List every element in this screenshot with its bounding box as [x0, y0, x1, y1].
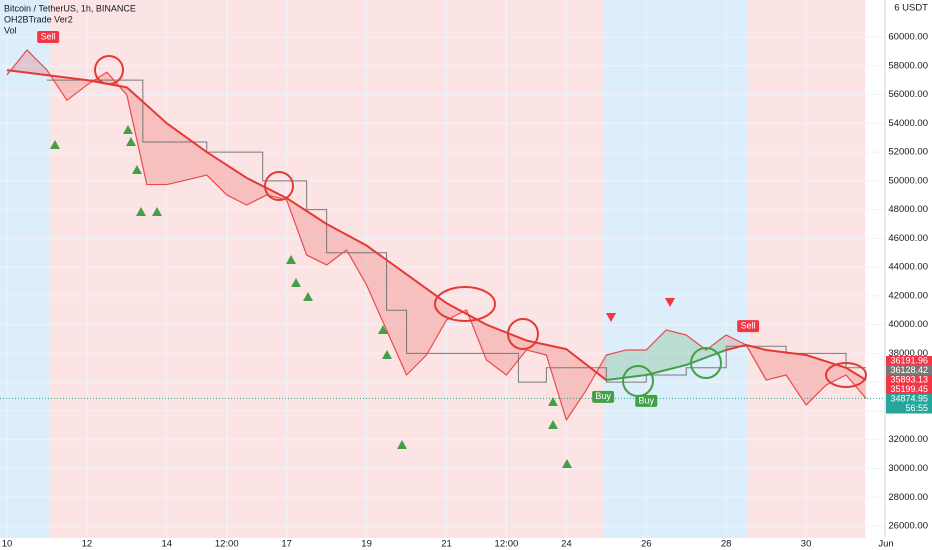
x-tick-label: 21: [441, 539, 452, 550]
y-tick-label: 38000.00: [888, 348, 928, 359]
signal-label: Buy: [639, 395, 655, 405]
signals: Sell Sell Buy Buy: [37, 31, 760, 407]
price-tag-label: 35199.45: [890, 384, 928, 394]
circle: [825, 362, 867, 388]
ma-line: [6, 69, 607, 381]
signal-box: [635, 394, 658, 407]
price-tag: [886, 375, 932, 385]
x-tick-label: 10: [2, 539, 13, 550]
sell-triangles: [606, 298, 675, 322]
region: [50, 0, 604, 538]
legend-indicator: OH2BTrade Ver2: [4, 14, 73, 24]
area-fill: [726, 335, 867, 406]
x-tick-label: Jun: [878, 539, 893, 550]
time-axis: [0, 538, 885, 550]
region: [748, 0, 866, 538]
y-tick-label: 50000.00: [888, 175, 928, 186]
backgrounds: [0, 0, 887, 538]
circle: [690, 347, 722, 379]
price-tag: [886, 356, 932, 366]
x-tick-label: 12: [82, 539, 93, 550]
circle: [264, 171, 294, 201]
x-tick-label: 12:00: [215, 539, 239, 550]
y-tick-label: 54000.00: [888, 118, 928, 129]
x-tick-label: 19: [361, 539, 372, 550]
y-tick-label: 60000.00: [888, 32, 928, 43]
y-tick-label: 56000.00: [888, 89, 928, 100]
y-tick-label: 26000.00: [888, 521, 928, 532]
price-tag: [886, 394, 932, 404]
ma-line: [725, 343, 867, 381]
countdown: 56:55: [905, 403, 928, 413]
legend-symbol: Bitcoin / TetherUS, 1h, BINANCE: [4, 3, 136, 13]
region: [0, 0, 51, 538]
triangles: [606, 298, 675, 322]
signal-label: Buy: [595, 391, 611, 401]
y-tick-label: 52000.00: [888, 147, 928, 158]
axes: 26000.0028000.0030000.0032000.0034000.00…: [2, 32, 932, 550]
price-line: [6, 49, 867, 421]
signal-box: [737, 320, 760, 333]
price-tag: [886, 365, 932, 376]
y-tick-label: 44000.00: [888, 262, 928, 273]
y-tick-label: 46000.00: [888, 233, 928, 244]
y-tick-label: 58000.00: [888, 60, 928, 71]
price-axis: [885, 0, 932, 550]
price-tag-label: 36191.96: [890, 355, 928, 365]
lines: [0, 49, 885, 421]
price-tag: [886, 384, 932, 395]
price-tag-label: 36128.42: [890, 365, 928, 375]
circle: [434, 286, 496, 322]
x-tick-label: 24: [561, 539, 572, 550]
circle: [507, 318, 539, 350]
circles: [94, 55, 867, 388]
y-tick-label: 42000.00: [888, 290, 928, 301]
y-tick-label: 32000.00: [888, 434, 928, 445]
y-tick-label: 28000.00: [888, 492, 928, 503]
currency: 6 USDT: [894, 3, 928, 14]
signal-box: [37, 31, 60, 44]
circle: [94, 55, 124, 85]
signal-label: Sell: [41, 31, 56, 41]
region: [603, 0, 749, 538]
x-tick-label: 28: [721, 539, 732, 550]
x-tick-label: 30: [801, 539, 812, 550]
x-tick-label: 26: [641, 539, 652, 550]
y-tick-label: 40000.00: [888, 319, 928, 330]
x-tick-label: 12:00: [495, 539, 519, 550]
y-tick-label: 30000.00: [888, 463, 928, 474]
y-tick-label: 48000.00: [888, 204, 928, 215]
signal-label: Sell: [741, 320, 756, 330]
x-tick-label: 14: [162, 539, 173, 550]
countdown-box: [886, 403, 932, 414]
x-tick-label: 17: [281, 539, 292, 550]
price-tag-label: 35893.13: [890, 374, 928, 384]
legend-volume: Vol: [4, 25, 17, 35]
ma-line: [606, 349, 727, 382]
signal-box: [592, 390, 615, 403]
price-tag-label: 34874.95: [890, 393, 928, 403]
